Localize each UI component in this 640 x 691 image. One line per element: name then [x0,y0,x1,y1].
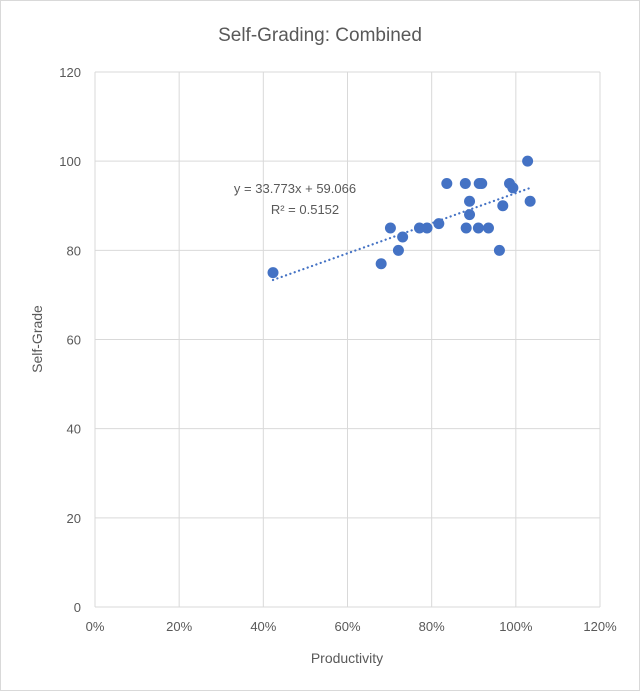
y-tick-label: 40 [67,422,81,437]
x-tick-label: 80% [419,619,445,634]
data-point [459,177,471,189]
data-point [464,195,476,207]
x-tick-label: 60% [334,619,360,634]
data-point [397,231,409,243]
data-point [421,222,433,234]
data-point [375,258,387,270]
data-point [497,200,509,212]
data-point [433,218,445,230]
trendline-r2: R² = 0.5152 [271,202,339,217]
data-point [413,222,425,234]
y-tick-label: 0 [74,600,81,615]
y-tick-label: 60 [67,333,81,348]
y-tick-label: 100 [59,154,81,169]
data-point [472,222,484,234]
x-tick-label: 20% [166,619,192,634]
x-tick-label: 100% [499,619,533,634]
y-tick-label: 120 [59,65,81,80]
data-point [493,244,505,256]
data-point [441,177,453,189]
y-tick-label: 20 [67,511,81,526]
data-point [507,182,519,194]
y-tick-label: 80 [67,243,81,258]
data-point [460,222,472,234]
data-point [392,244,404,256]
data-point [267,267,279,279]
data-point [482,222,494,234]
data-point [476,177,488,189]
x-tick-label: 0% [86,619,105,634]
data-point [522,155,534,167]
y-axis-label: Self-Grade [29,305,45,373]
trendline [271,186,532,282]
x-tick-label: 40% [250,619,276,634]
data-point [384,222,396,234]
x-axis-label: Productivity [311,650,383,666]
data-point [464,209,476,221]
x-tick-label: 120% [583,619,617,634]
chart-title: Self-Grading: Combined [218,25,422,46]
data-point [524,195,536,207]
trendline-equation: y = 33.773x + 59.066 [234,181,356,196]
